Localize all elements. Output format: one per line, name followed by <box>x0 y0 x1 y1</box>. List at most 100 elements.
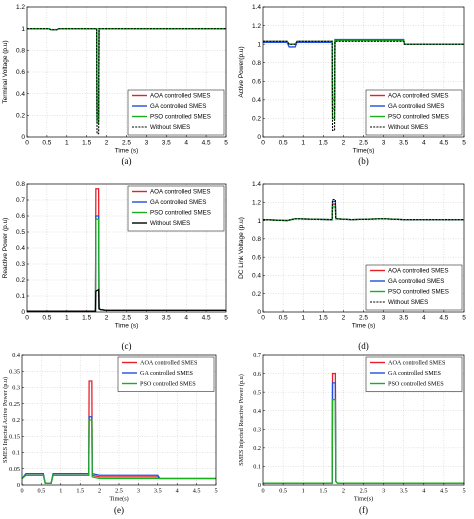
y-tick-label: 0.2 <box>16 113 25 120</box>
legend-entry: AOA controlled SMES <box>140 360 198 367</box>
y-tick-label: 0.1 <box>12 450 20 457</box>
y-tick-label: 0.5 <box>253 389 261 396</box>
y-tick-label: 0.4 <box>16 91 25 98</box>
y-tick-label: 0.4 <box>12 352 20 359</box>
y-tick-label: 1.4 <box>252 4 261 11</box>
panel-label: (f) <box>359 505 368 515</box>
x-tick-label: 1 <box>301 315 305 322</box>
x-tick-label: 4 <box>422 140 426 147</box>
x-tick-label: 0 <box>261 488 264 495</box>
y-axis-label: Active Power(p.u) <box>238 46 245 97</box>
y-tick-label: 0.7 <box>16 197 25 204</box>
x-tick-label: 4 <box>184 315 188 322</box>
x-tick-label: 1 <box>301 140 305 147</box>
legend: AOA controlled SMES GA controlled SMES PSO… <box>127 89 225 136</box>
x-tick-label: 2.5 <box>115 488 123 495</box>
x-tick-label: 5 <box>462 488 465 495</box>
x-tick-label: 2 <box>342 315 346 322</box>
y-tick-label: 0.2 <box>16 277 25 284</box>
legend-entry: Without SMES <box>388 124 428 131</box>
y-tick-label: 0.05 <box>9 466 20 473</box>
y-tick-label: 0 <box>21 134 25 141</box>
legend-entry: AOA controlled SMES <box>150 93 211 100</box>
chart-panel-4: 0 0.5 1 1.5 2 2.5 3 3.5 4 4.5 5 0 0.2 0.4 0.6 0.8 1 1.2 1.… <box>238 181 466 351</box>
x-tick-label: 1 <box>65 140 69 147</box>
x-tick-label: 2 <box>98 488 101 495</box>
x-axis-label: Time (s) <box>115 323 139 330</box>
legend-entry: AOA controlled SMES <box>388 360 446 367</box>
legend-entry: GA controlled SMES <box>388 370 441 377</box>
x-tick-label: 1 <box>59 488 62 495</box>
y-tick-label: 0.2 <box>252 291 261 298</box>
x-axis-label: Time(s) <box>109 496 128 503</box>
y-tick-label: 1 <box>21 26 25 33</box>
legend-entry: GA controlled SMES <box>150 103 206 110</box>
legend-entry: GA controlled SMES <box>150 199 206 206</box>
y-tick-label: 0.8 <box>252 236 261 243</box>
x-tick-label: 2 <box>105 140 109 147</box>
y-tick-label: 1.2 <box>16 4 25 11</box>
y-tick-label: 0.8 <box>252 60 261 67</box>
y-tick-label: 0.25 <box>9 401 20 408</box>
x-axis-label: Time(s) <box>354 496 373 503</box>
x-axis-label: Time (s) <box>352 323 376 330</box>
y-tick-label: 0.4 <box>252 97 261 104</box>
x-axis-label: Time(s) <box>353 148 375 155</box>
y-tick-label: 0.3 <box>12 385 20 392</box>
x-tick-label: 3 <box>382 488 385 495</box>
y-tick-label: 0.4 <box>16 245 25 252</box>
x-tick-label: 3.5 <box>399 140 408 147</box>
x-tick-label: 1 <box>65 315 69 322</box>
y-axis-label: SMES Injected Active Power (p.u) <box>2 377 9 463</box>
x-tick-label: 4.5 <box>193 488 201 495</box>
legend-entry: PSO controlled SMES <box>150 114 211 121</box>
y-tick-label: 0.2 <box>252 116 261 123</box>
x-tick-label: 4.5 <box>439 315 448 322</box>
y-tick-label: 0.7 <box>253 352 261 359</box>
x-tick-label: 3.5 <box>154 488 162 495</box>
x-tick-label: 3 <box>382 140 386 147</box>
x-tick-label: 0.5 <box>279 488 287 495</box>
x-tick-label: 3 <box>145 315 149 322</box>
y-tick-label: 1.4 <box>252 181 261 188</box>
legend: AOA controlled SMES GA controlled SMES PSO… <box>365 264 463 311</box>
y-tick-label: 0.8 <box>16 181 25 188</box>
y-tick-label: 1 <box>257 218 261 225</box>
x-tick-label: 4.5 <box>202 315 211 322</box>
x-tick-label: 2 <box>342 488 345 495</box>
x-tick-label: 0.5 <box>38 488 46 495</box>
x-tick-label: 0 <box>261 140 265 147</box>
y-tick-label: 0.8 <box>16 48 25 55</box>
legend-box <box>365 264 463 311</box>
y-tick-label: 0.2 <box>12 417 20 424</box>
legend: AOA controlled SMES GA controlled SMES PSO… <box>127 185 225 232</box>
x-tick-label: 1 <box>302 488 305 495</box>
x-axis-label: Time (s) <box>115 148 139 155</box>
x-tick-label: 5 <box>214 488 217 495</box>
chart-panel-6: 0 0.5 1 1.5 2 2.5 3 3.5 4 4.5 5 0 0.1 0.2 0.3 0.4 0.5 0.6… <box>238 352 466 515</box>
x-tick-label: 0.5 <box>42 315 51 322</box>
x-tick-label: 5 <box>224 315 228 322</box>
legend-entry: AOA controlled SMES <box>388 93 449 100</box>
legend-entry: PSO controlled SMES <box>388 289 449 296</box>
x-tick-label: 3.5 <box>399 315 408 322</box>
y-tick-label: 0.35 <box>9 368 20 375</box>
x-tick-label: 1.5 <box>319 315 328 322</box>
y-axis-label: SMES Injected Reactive Power (p.u) <box>238 374 245 466</box>
y-tick-label: 0.1 <box>16 293 25 300</box>
legend: AOA controlled SMES GA controlled SMES PSO… <box>117 356 215 392</box>
x-tick-label: 1.5 <box>76 488 84 495</box>
x-tick-label: 2.5 <box>359 140 368 147</box>
x-tick-label: 3 <box>382 315 386 322</box>
y-tick-label: 0.3 <box>253 426 261 433</box>
x-tick-label: 3.5 <box>400 488 408 495</box>
y-tick-label: 0 <box>17 482 20 489</box>
legend-entry: PSO controlled SMES <box>388 114 449 121</box>
y-tick-label: 0.4 <box>252 273 261 280</box>
y-tick-label: 0 <box>21 309 25 316</box>
y-tick-label: 0.3 <box>16 261 25 268</box>
x-tick-label: 0.5 <box>279 315 288 322</box>
y-tick-label: 0.4 <box>253 408 261 415</box>
series-line-4 <box>263 40 464 132</box>
y-tick-label: 0.6 <box>16 213 25 220</box>
